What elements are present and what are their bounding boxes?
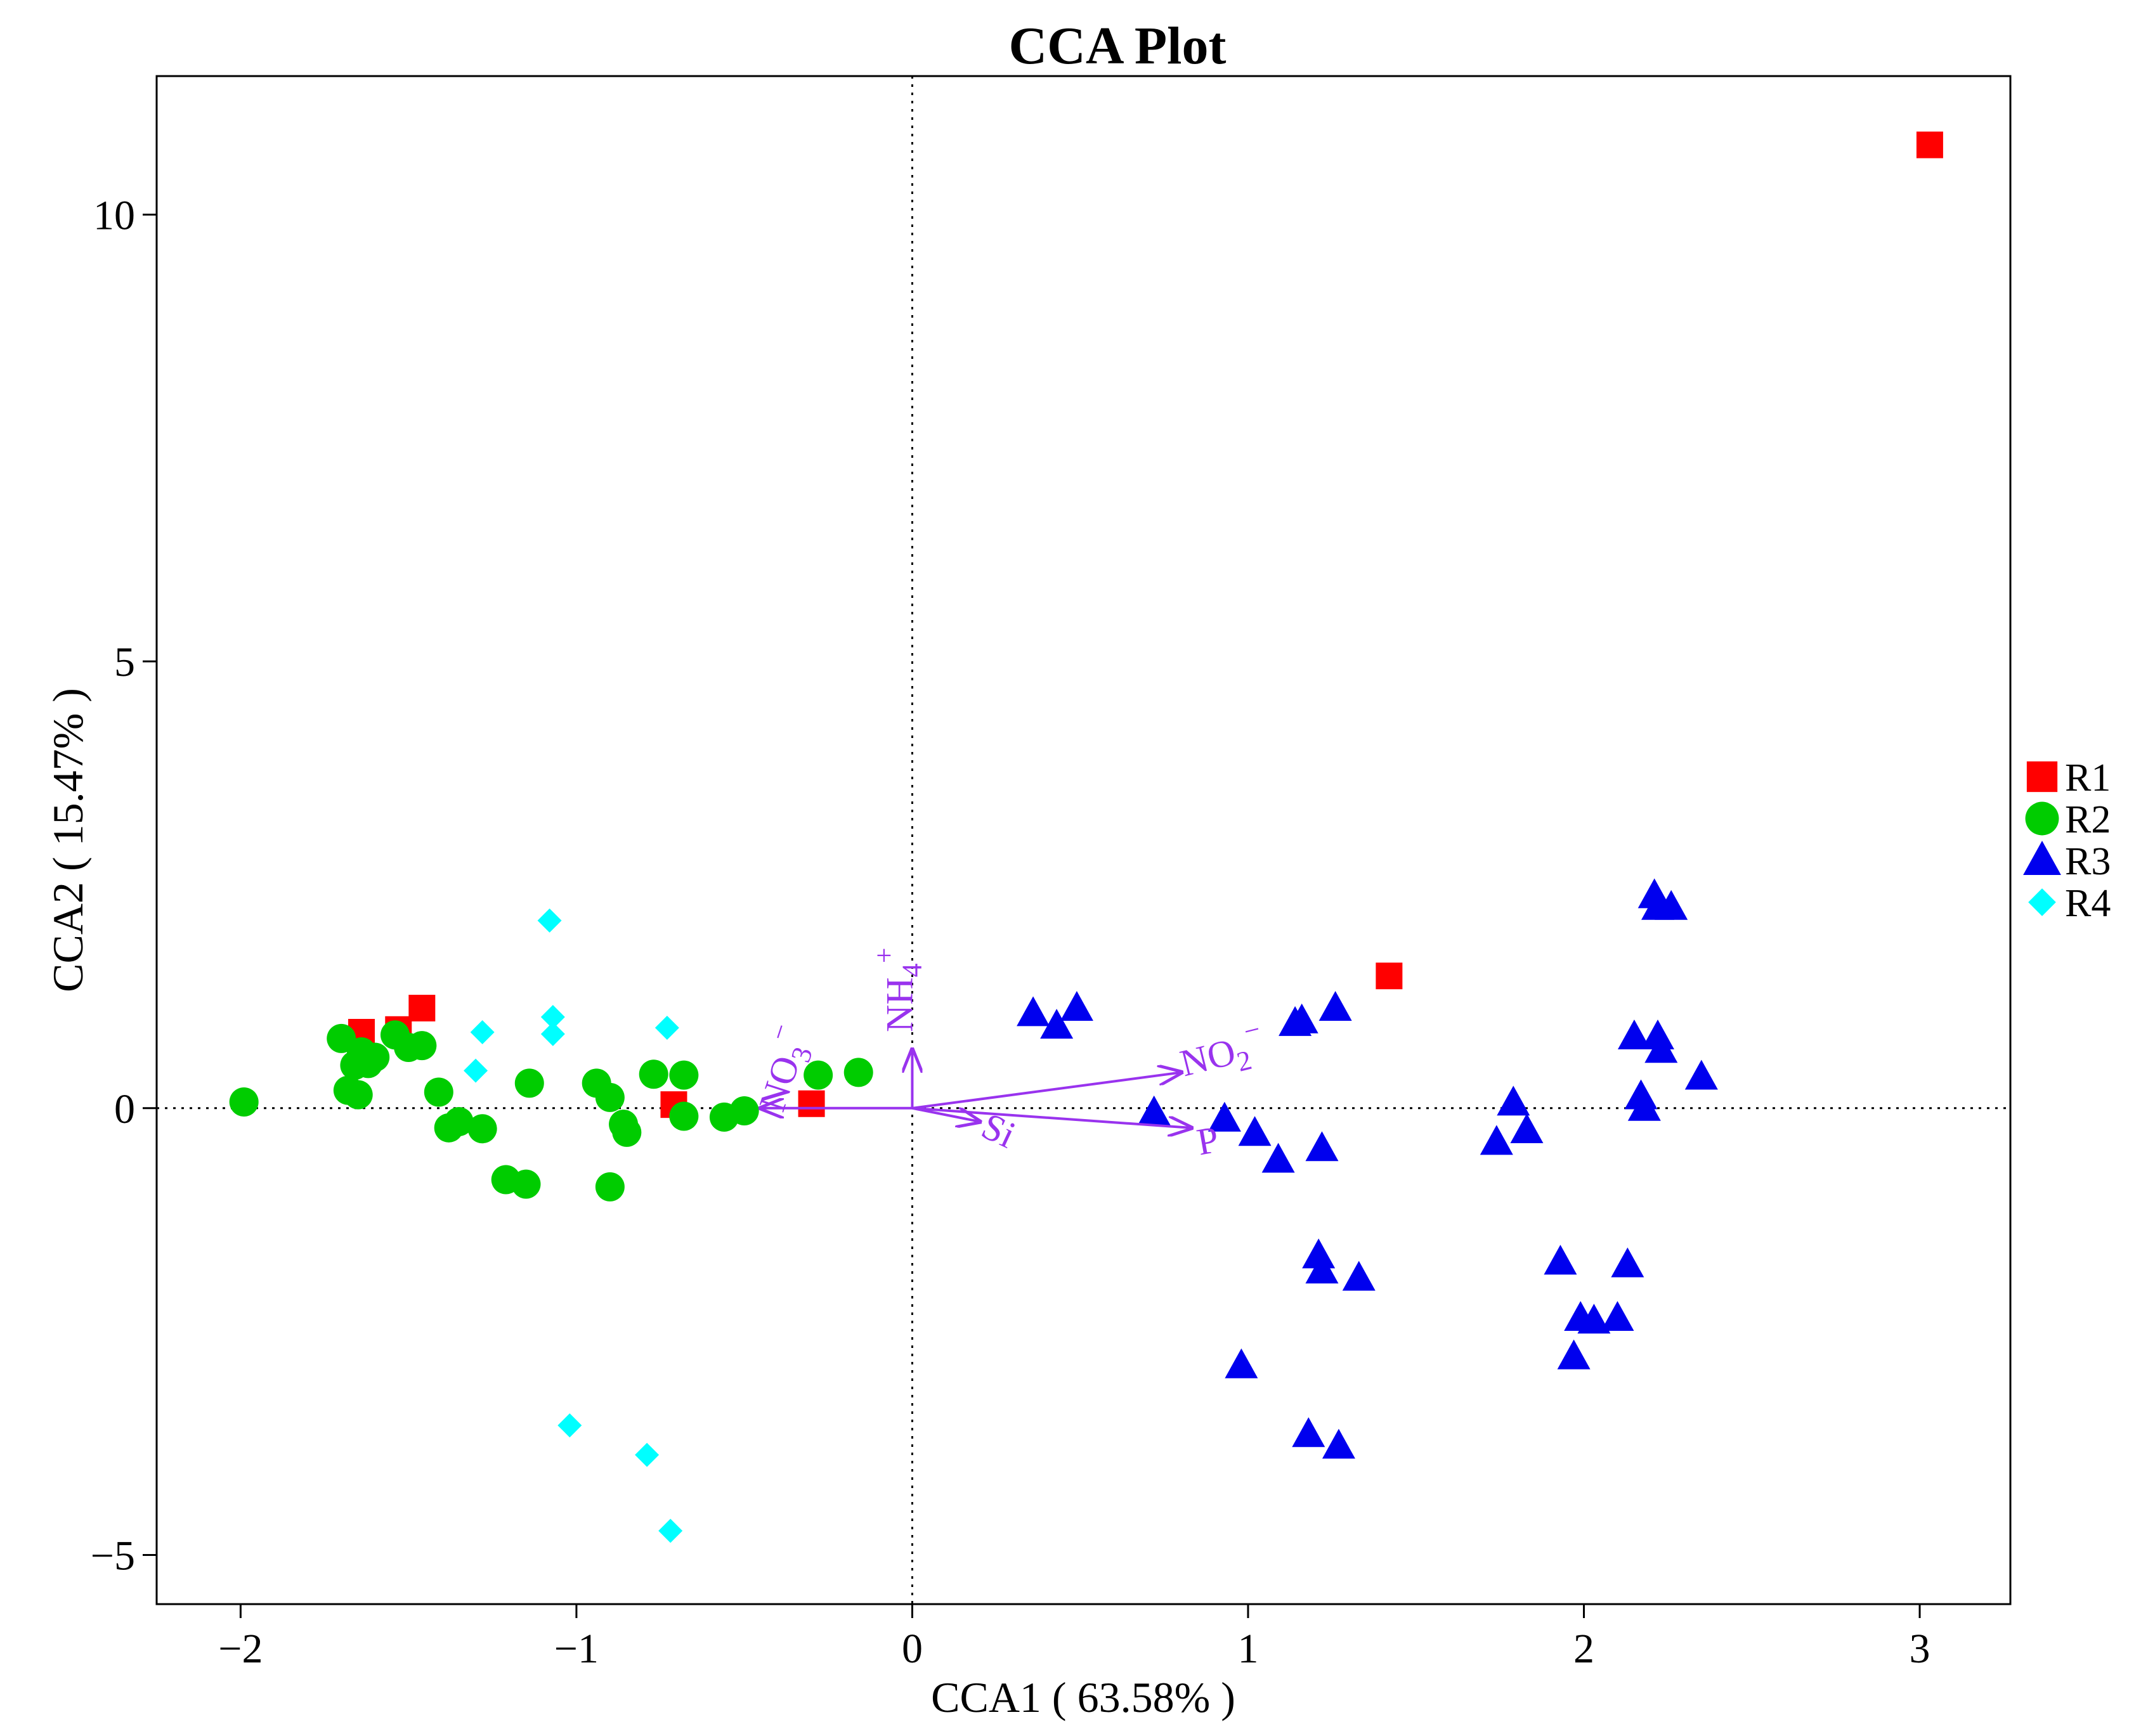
y-axis: −5 0 5 10 [91, 192, 157, 1579]
y-tick-label: 5 [114, 639, 135, 685]
legend-marker-r2 [2025, 801, 2059, 836]
legend-label: R3 [2065, 840, 2111, 883]
x-tick-label: −1 [554, 1626, 599, 1672]
point-r3 [1577, 1304, 1611, 1334]
point-r4 [464, 1058, 488, 1083]
point-r2 [360, 1042, 390, 1072]
y-axis-label: CCA2 ( 15.47% ) [44, 688, 92, 992]
point-r3 [1644, 1033, 1678, 1063]
legend-marker-r1 [2026, 761, 2058, 793]
x-tick-label: 0 [902, 1626, 923, 1672]
y-tick-label: 0 [114, 1086, 135, 1132]
x-axis: −2 −1 0 1 2 3 [218, 1604, 1930, 1672]
y-tick-label: 10 [93, 192, 135, 238]
point-r2 [595, 1082, 625, 1112]
point-r3 [1225, 1348, 1258, 1378]
point-r3 [1207, 1101, 1241, 1132]
point-r2 [444, 1106, 474, 1136]
point-r3 [1617, 1020, 1651, 1050]
point-r3 [1238, 1116, 1272, 1146]
x-axis-label: CCA1 ( 63.58% ) [931, 1673, 1235, 1721]
point-r4 [540, 1005, 565, 1030]
vector-si [912, 1106, 979, 1122]
point-r4 [557, 1413, 582, 1438]
point-r1 [1376, 962, 1403, 990]
point-r4 [537, 908, 562, 933]
vector-label: NH4+ [868, 947, 927, 1032]
point-r4 [635, 1442, 660, 1467]
point-r4 [470, 1020, 495, 1045]
point-r2 [511, 1169, 541, 1199]
point-r3 [1684, 1059, 1718, 1090]
point-r3 [1601, 1301, 1634, 1331]
point-r3 [1318, 990, 1352, 1021]
point-r3 [1480, 1125, 1513, 1155]
point-r2 [514, 1068, 544, 1098]
data-points [229, 131, 1943, 1543]
point-r3 [1305, 1253, 1339, 1284]
point-r1 [798, 1090, 825, 1117]
y-tick-label: −5 [91, 1532, 135, 1579]
legend-marker-r3 [2023, 840, 2061, 875]
point-r3 [1342, 1260, 1376, 1291]
point-r3 [1557, 1339, 1591, 1370]
point-r3 [1510, 1113, 1544, 1144]
legend-label: R1 [2065, 756, 2111, 800]
point-r3 [1627, 1091, 1661, 1121]
x-tick-label: 3 [1910, 1626, 1930, 1672]
point-r2 [229, 1087, 259, 1117]
point-r2 [343, 1080, 373, 1110]
point-r1 [408, 994, 436, 1021]
point-r1 [1916, 131, 1943, 159]
point-r3 [1544, 1245, 1577, 1275]
point-r3 [1292, 1417, 1325, 1448]
point-r2 [612, 1117, 642, 1147]
x-tick-label: −2 [218, 1626, 263, 1672]
point-r2 [467, 1114, 497, 1144]
point-r3 [1137, 1095, 1171, 1125]
legend-label: R4 [2065, 882, 2111, 925]
point-r2 [729, 1096, 759, 1126]
chart-title: CCA Plot [1009, 16, 1227, 75]
legend-label: R2 [2065, 798, 2111, 841]
point-r3 [1655, 890, 1688, 920]
point-r3 [1285, 1003, 1318, 1033]
point-r3 [1017, 996, 1050, 1027]
point-r3 [1302, 1238, 1336, 1269]
point-r4 [540, 1021, 565, 1046]
point-r2 [804, 1060, 833, 1090]
point-r2 [595, 1172, 625, 1202]
point-r3 [1060, 990, 1093, 1021]
x-tick-label: 2 [1573, 1626, 1594, 1672]
point-r2 [669, 1060, 699, 1090]
point-r3 [1040, 1009, 1074, 1039]
point-r3 [1497, 1085, 1530, 1116]
x-tick-label: 1 [1237, 1626, 1258, 1672]
point-r3 [1611, 1247, 1644, 1278]
point-r3 [1305, 1131, 1339, 1162]
point-r3 [1322, 1428, 1355, 1459]
point-r4 [658, 1519, 683, 1543]
point-r4 [654, 1015, 679, 1040]
point-r2 [843, 1058, 873, 1087]
legend-marker-r4 [2028, 888, 2056, 916]
point-r2 [639, 1059, 668, 1089]
point-r3 [1261, 1143, 1295, 1173]
point-r2 [424, 1077, 453, 1107]
point-r2 [669, 1101, 699, 1131]
point-r2 [407, 1031, 437, 1061]
vector-no2 [912, 1072, 1181, 1110]
plot-frame [155, 75, 2012, 1605]
